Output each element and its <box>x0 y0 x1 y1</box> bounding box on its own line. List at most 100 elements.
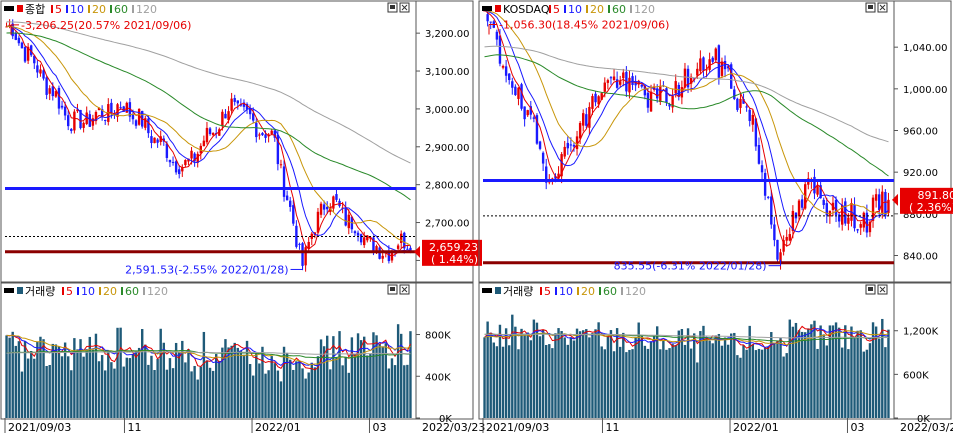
x-tick-label: 11 <box>605 421 619 434</box>
candle-body <box>285 195 289 201</box>
candle-body <box>171 161 175 163</box>
candle-body <box>276 134 280 165</box>
price-legend-item: 종합 <box>25 3 45 16</box>
candle-body <box>30 45 33 56</box>
candle-body <box>255 122 258 138</box>
candle-body <box>295 225 298 247</box>
candle-body <box>14 32 17 40</box>
candle-body <box>57 87 61 109</box>
candle-body <box>751 114 754 125</box>
volume-bar <box>582 330 585 418</box>
ma60-line <box>6 32 411 201</box>
volume-bar <box>301 368 304 418</box>
volume-bar <box>57 346 61 418</box>
price-legend-item: 120 <box>136 3 157 16</box>
volume-bar <box>529 340 532 418</box>
high-annotation: -3,206.25(20.57% 2021/09/06) <box>21 19 191 32</box>
volume-bar <box>378 343 381 418</box>
candle-body <box>508 73 511 81</box>
x-end-label: 2022/03/23 <box>422 421 485 434</box>
volume-ma20-line <box>484 330 889 346</box>
candle-body <box>344 207 347 226</box>
candle-body <box>656 88 659 99</box>
volume-bar <box>205 360 209 418</box>
candle-body <box>403 232 406 249</box>
volume-bar <box>184 362 187 418</box>
candle-body <box>631 76 634 85</box>
volume-bar <box>745 349 748 418</box>
volume-bar <box>628 349 631 418</box>
volume-bar <box>834 322 838 418</box>
volume-bar <box>767 346 770 418</box>
volume-bar <box>20 371 24 418</box>
volume-bar <box>134 350 138 418</box>
volume-ma120-line <box>484 333 889 339</box>
legend-swatch <box>555 287 557 295</box>
volume-bar <box>492 342 495 418</box>
volume-bar <box>705 338 708 418</box>
candle-body <box>609 77 613 79</box>
volume-bar <box>369 354 372 418</box>
candle-body <box>495 31 499 40</box>
volume-bar <box>285 352 289 418</box>
candle-body <box>532 117 536 119</box>
candle-body <box>791 210 795 232</box>
volume-bar <box>523 335 526 418</box>
candle-body <box>319 203 323 215</box>
legend-swatch <box>495 287 501 294</box>
volume-bar <box>538 336 542 418</box>
price-legend-item: 10 <box>70 3 84 16</box>
volume-bar <box>190 371 193 418</box>
volume-bar <box>233 342 236 418</box>
volume-bar <box>548 344 551 418</box>
candle-body <box>763 172 767 196</box>
ma5-line <box>484 10 889 247</box>
volume-bar <box>609 330 613 418</box>
volume-bar <box>600 346 603 418</box>
candle-body <box>70 128 73 132</box>
volume-bar <box>218 360 221 418</box>
volume-bar <box>878 338 881 418</box>
candle-body <box>486 14 489 22</box>
volume-bar <box>785 353 788 418</box>
volume-bar <box>646 348 650 418</box>
candle-body <box>585 114 588 126</box>
volume-bar <box>202 331 206 418</box>
volume-bar <box>239 350 243 418</box>
volume-bar <box>292 369 295 418</box>
volume-bar <box>881 318 884 418</box>
candle-body <box>634 81 637 86</box>
volume-bar <box>375 335 378 418</box>
volume-bar <box>141 329 144 418</box>
price-tick-label: 1,040.00 <box>903 43 948 54</box>
candle-body <box>628 77 631 93</box>
ma10-line <box>484 10 889 233</box>
candle-body <box>310 233 313 239</box>
volume-bar <box>844 325 847 418</box>
candle-body <box>211 132 215 136</box>
price-tick-label: 960.00 <box>903 127 938 138</box>
volume-bar <box>702 325 705 418</box>
candle-body <box>67 115 70 127</box>
legend-swatch <box>77 287 79 295</box>
legend-swatch <box>88 5 90 13</box>
legend-swatch <box>132 5 134 13</box>
volume-bar <box>326 335 329 418</box>
candle-body <box>856 229 859 231</box>
volume-bar <box>631 349 634 418</box>
candle-body <box>773 224 776 241</box>
legend-swatch <box>540 287 542 295</box>
volume-bar <box>585 329 588 418</box>
candle-body <box>273 130 276 138</box>
volume-legend-item: 5 <box>66 285 73 298</box>
volume-bar <box>258 363 261 418</box>
volume-bar <box>51 343 54 418</box>
candle-body <box>622 72 625 79</box>
price-tick-label: 2,900.00 <box>425 143 470 154</box>
price-legend-item: 60 <box>114 3 128 16</box>
legend-swatch <box>143 287 145 295</box>
volume-bar <box>551 348 554 418</box>
volume-legend-item: 20 <box>581 285 595 298</box>
volume-bar <box>116 327 119 418</box>
volume-bar <box>856 330 859 418</box>
